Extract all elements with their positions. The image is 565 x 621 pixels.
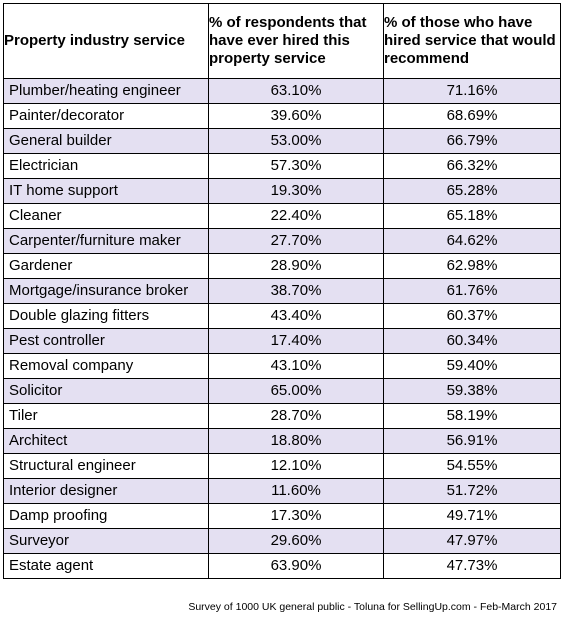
cell-hired: 39.60% [208, 103, 384, 129]
cell-service: General builder [3, 128, 209, 154]
cell-recommend: 47.97% [383, 528, 561, 554]
table-row: Double glazing fitters 43.40% 60.37% [3, 303, 561, 329]
cell-hired: 18.80% [208, 428, 384, 454]
cell-service: Cleaner [3, 203, 209, 229]
cell-service: Tiler [3, 403, 209, 429]
table-body: Plumber/heating engineer 63.10% 71.16% Pain… [3, 78, 561, 579]
cell-service: Double glazing fitters [3, 303, 209, 329]
cell-recommend: 65.18% [383, 203, 561, 229]
source-note: Survey of 1000 UK general public - Tolun… [188, 601, 557, 613]
table-row: Gardener 28.90% 62.98% [3, 253, 561, 279]
cell-service: Removal company [3, 353, 209, 379]
cell-recommend: 60.34% [383, 328, 561, 354]
column-header-hired: % of respondents that have ever hired th… [208, 3, 384, 79]
cell-hired: 38.70% [208, 278, 384, 304]
table-row: Painter/decorator 39.60% 68.69% [3, 103, 561, 129]
cell-service: Carpenter/furniture maker [3, 228, 209, 254]
cell-recommend: 66.79% [383, 128, 561, 154]
cell-recommend: 61.76% [383, 278, 561, 304]
cell-hired: 12.10% [208, 453, 384, 479]
cell-recommend: 49.71% [383, 503, 561, 529]
cell-hired: 29.60% [208, 528, 384, 554]
cell-recommend: 58.19% [383, 403, 561, 429]
table-row: Interior designer 11.60% 51.72% [3, 478, 561, 504]
cell-recommend: 71.16% [383, 78, 561, 104]
column-header-recommend: % of those who have hired service that w… [383, 3, 561, 79]
table-row: Pest controller 17.40% 60.34% [3, 328, 561, 354]
cell-recommend: 64.62% [383, 228, 561, 254]
table-row: Cleaner 22.40% 65.18% [3, 203, 561, 229]
cell-service: IT home support [3, 178, 209, 204]
cell-hired: 17.30% [208, 503, 384, 529]
data-table: Property industry service % of responden… [3, 3, 561, 579]
table-row: Damp proofing 17.30% 49.71% [3, 503, 561, 529]
cell-service: Estate agent [3, 553, 209, 579]
cell-hired: 57.30% [208, 153, 384, 179]
cell-recommend: 54.55% [383, 453, 561, 479]
cell-hired: 17.40% [208, 328, 384, 354]
table-row: Architect 18.80% 56.91% [3, 428, 561, 454]
table-row: IT home support 19.30% 65.28% [3, 178, 561, 204]
cell-hired: 65.00% [208, 378, 384, 404]
cell-service: Electrician [3, 153, 209, 179]
table-row: Carpenter/furniture maker 27.70% 64.62% [3, 228, 561, 254]
table-row: Electrician 57.30% 66.32% [3, 153, 561, 179]
cell-hired: 63.10% [208, 78, 384, 104]
header-row: Property industry service % of responden… [3, 3, 561, 79]
cell-recommend: 60.37% [383, 303, 561, 329]
cell-hired: 11.60% [208, 478, 384, 504]
cell-recommend: 47.73% [383, 553, 561, 579]
cell-recommend: 66.32% [383, 153, 561, 179]
cell-service: Architect [3, 428, 209, 454]
cell-recommend: 51.72% [383, 478, 561, 504]
cell-recommend: 59.40% [383, 353, 561, 379]
cell-hired: 43.10% [208, 353, 384, 379]
cell-recommend: 68.69% [383, 103, 561, 129]
cell-recommend: 59.38% [383, 378, 561, 404]
cell-service: Structural engineer [3, 453, 209, 479]
cell-service: Mortgage/insurance broker [3, 278, 209, 304]
cell-service: Solicitor [3, 378, 209, 404]
cell-hired: 19.30% [208, 178, 384, 204]
table-row: Plumber/heating engineer 63.10% 71.16% [3, 78, 561, 104]
table-row: General builder 53.00% 66.79% [3, 128, 561, 154]
table-row: Solicitor 65.00% 59.38% [3, 378, 561, 404]
column-header-service: Property industry service [3, 3, 209, 79]
cell-hired: 22.40% [208, 203, 384, 229]
cell-hired: 53.00% [208, 128, 384, 154]
table-row: Mortgage/insurance broker 38.70% 61.76% [3, 278, 561, 304]
cell-service: Plumber/heating engineer [3, 78, 209, 104]
cell-service: Pest controller [3, 328, 209, 354]
cell-recommend: 56.91% [383, 428, 561, 454]
table-row: Tiler 28.70% 58.19% [3, 403, 561, 429]
cell-service: Damp proofing [3, 503, 209, 529]
table-row: Removal company 43.10% 59.40% [3, 353, 561, 379]
cell-service: Interior designer [3, 478, 209, 504]
table-row: Structural engineer 12.10% 54.55% [3, 453, 561, 479]
cell-service: Surveyor [3, 528, 209, 554]
cell-recommend: 62.98% [383, 253, 561, 279]
table-row: Surveyor 29.60% 47.97% [3, 528, 561, 554]
cell-hired: 27.70% [208, 228, 384, 254]
table-row: Estate agent 63.90% 47.73% [3, 553, 561, 579]
cell-service: Painter/decorator [3, 103, 209, 129]
cell-hired: 28.90% [208, 253, 384, 279]
cell-hired: 63.90% [208, 553, 384, 579]
cell-service: Gardener [3, 253, 209, 279]
cell-recommend: 65.28% [383, 178, 561, 204]
cell-hired: 28.70% [208, 403, 384, 429]
cell-hired: 43.40% [208, 303, 384, 329]
